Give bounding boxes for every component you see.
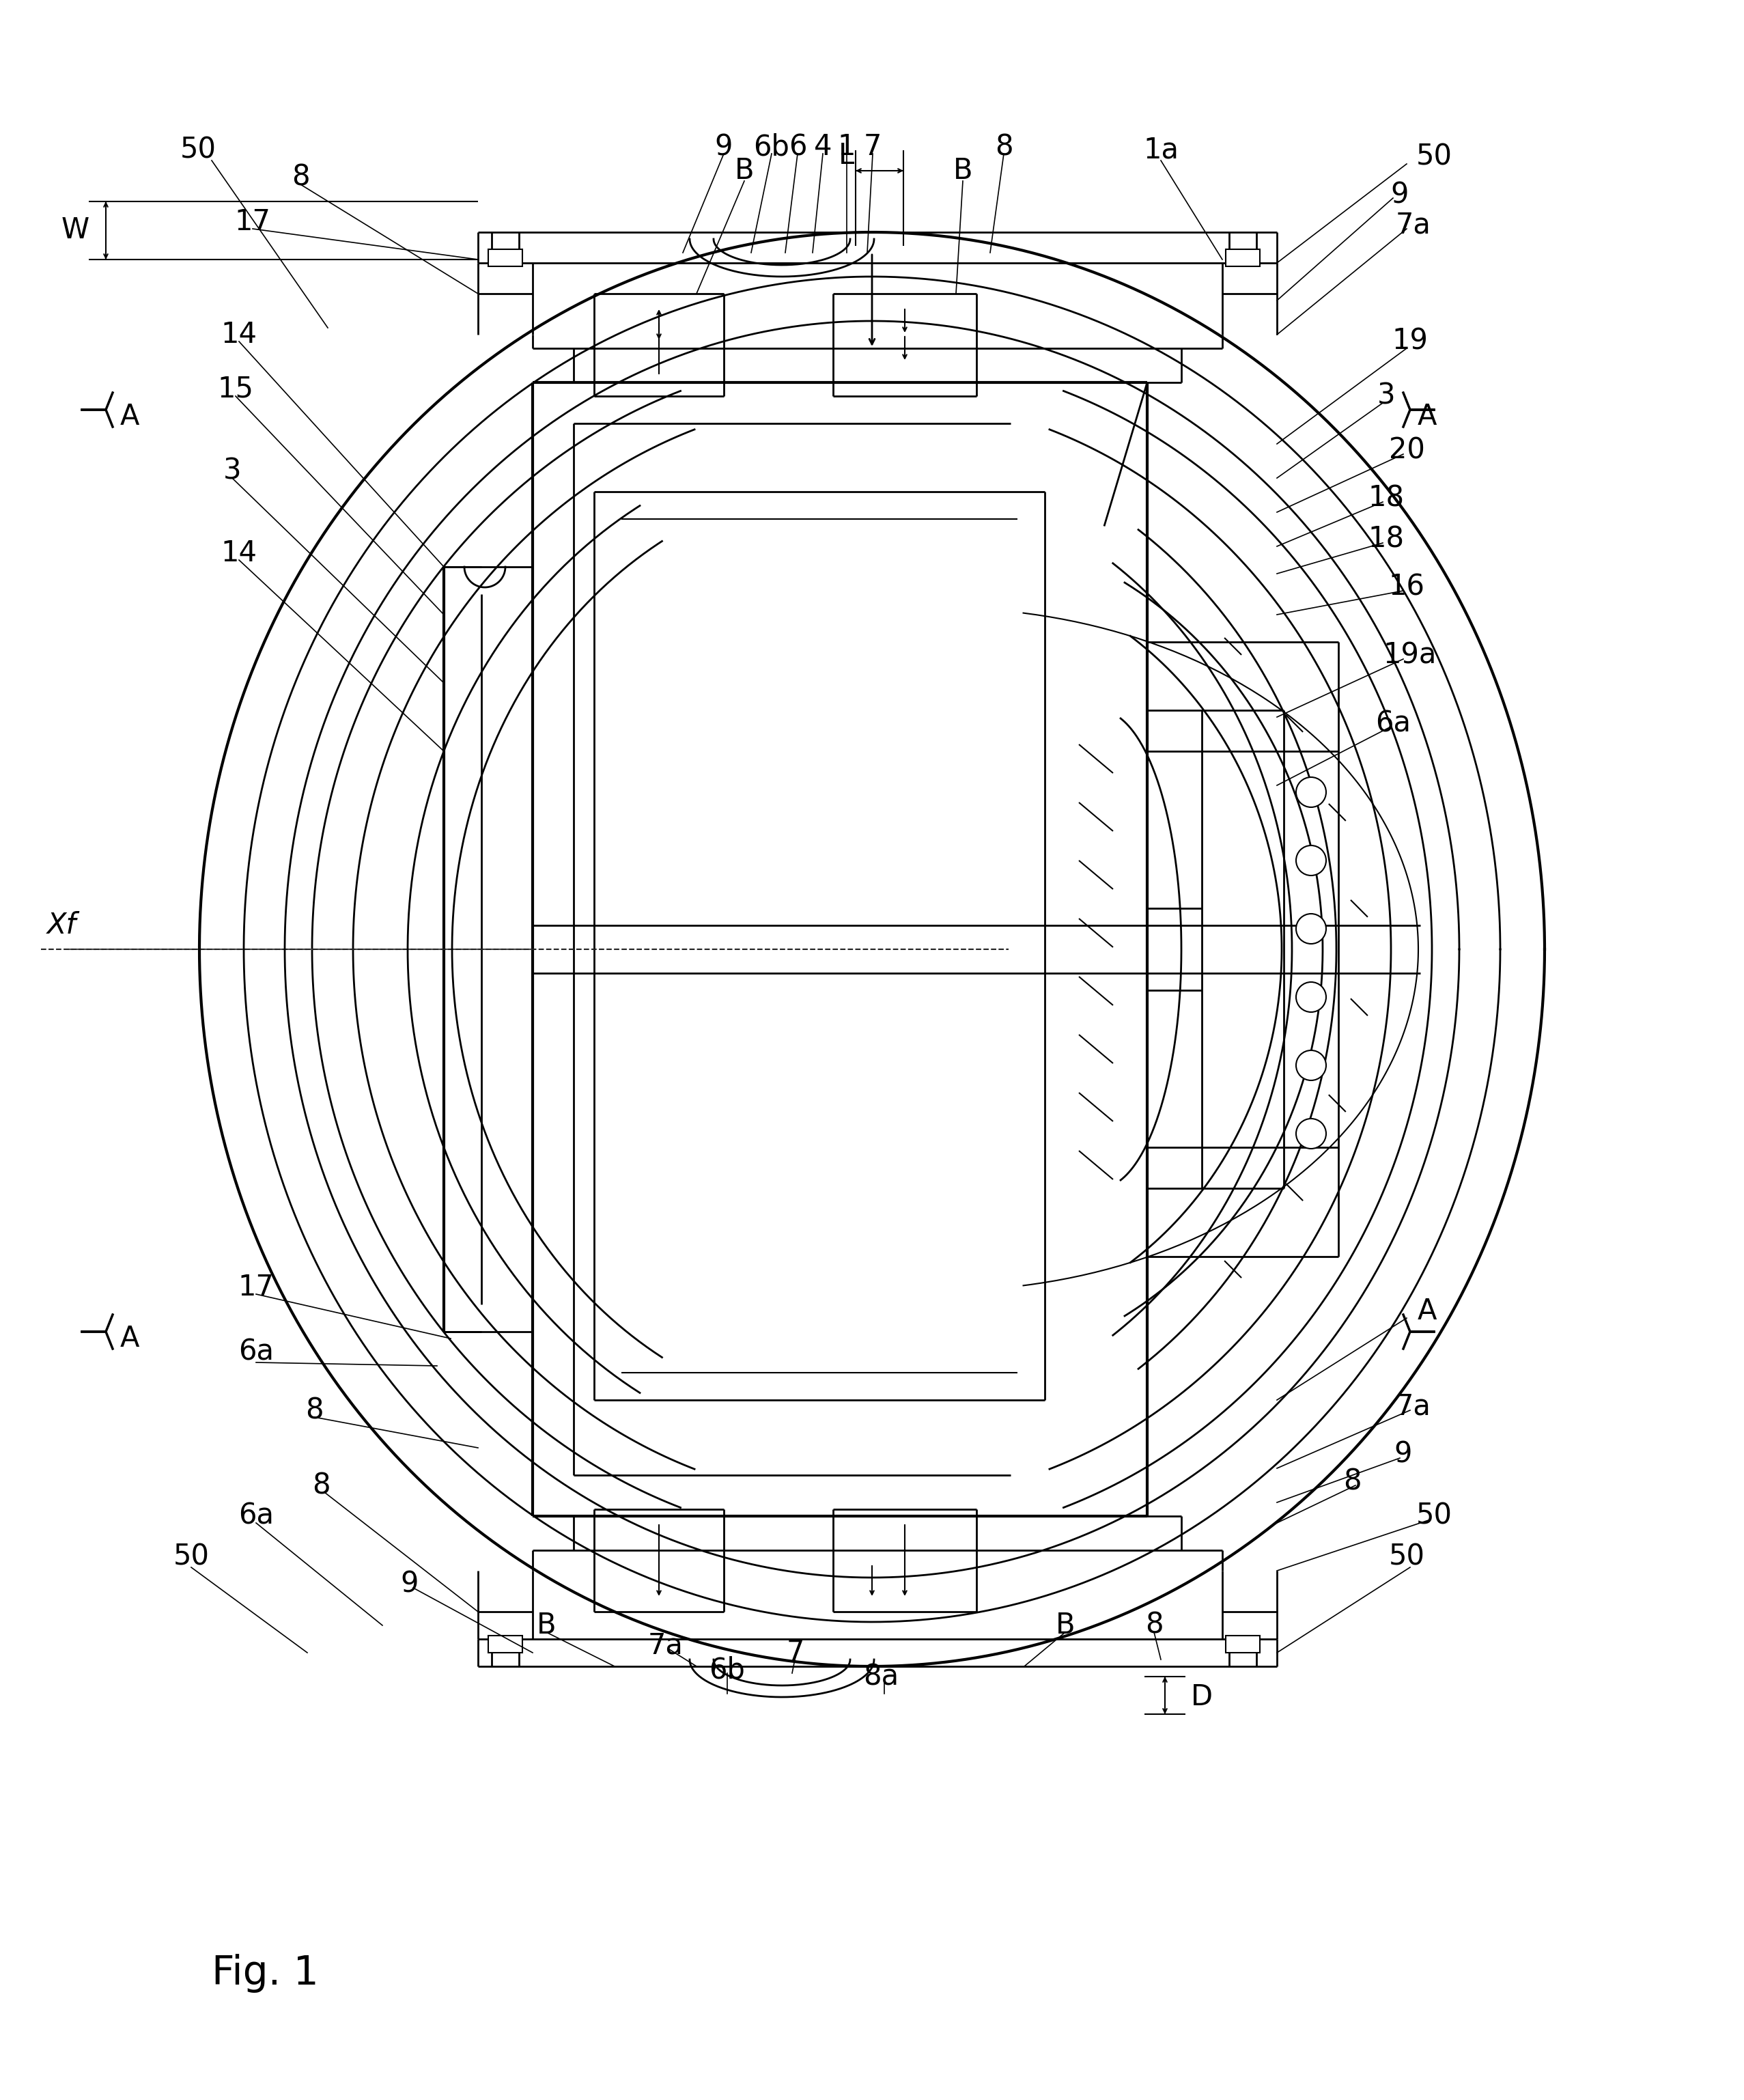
Text: 6: 6 xyxy=(788,132,807,162)
Text: 9: 9 xyxy=(401,1571,419,1598)
Circle shape xyxy=(1296,1050,1325,1079)
Text: 50: 50 xyxy=(180,136,216,164)
Text: B: B xyxy=(734,155,753,185)
Circle shape xyxy=(1296,1119,1325,1149)
Text: 19: 19 xyxy=(1392,328,1428,355)
Text: 15: 15 xyxy=(218,376,253,403)
Text: A: A xyxy=(120,1325,140,1352)
Circle shape xyxy=(1296,983,1325,1012)
Text: 6a: 6a xyxy=(239,1338,274,1367)
Text: 7a: 7a xyxy=(649,1632,684,1661)
Text: 20: 20 xyxy=(1388,437,1425,464)
Text: 50: 50 xyxy=(1388,1544,1425,1571)
Text: Xf: Xf xyxy=(47,911,77,939)
Bar xyxy=(488,1636,523,1653)
Text: W: W xyxy=(61,216,89,244)
Text: 8: 8 xyxy=(1144,1611,1163,1640)
Text: 3: 3 xyxy=(223,458,241,485)
Text: 16: 16 xyxy=(1388,573,1425,603)
Text: 17: 17 xyxy=(237,1273,274,1302)
Text: 1: 1 xyxy=(837,132,856,162)
Text: 8: 8 xyxy=(305,1396,323,1424)
Text: L: L xyxy=(839,141,855,170)
Text: 6a: 6a xyxy=(1376,710,1411,739)
Text: A: A xyxy=(1418,1298,1437,1325)
Text: 14: 14 xyxy=(221,321,256,349)
Text: 1a: 1a xyxy=(1142,136,1179,164)
Text: 7: 7 xyxy=(787,1638,804,1667)
Text: 8: 8 xyxy=(291,164,309,191)
Text: 7a: 7a xyxy=(1395,1392,1432,1422)
Text: A: A xyxy=(1418,403,1437,430)
Text: Fig. 1: Fig. 1 xyxy=(211,1955,319,1993)
Text: 6a: 6a xyxy=(239,1502,274,1531)
Text: 50: 50 xyxy=(173,1544,209,1571)
Text: 18: 18 xyxy=(1367,525,1404,554)
Text: 9: 9 xyxy=(1390,181,1409,210)
Text: 18: 18 xyxy=(1367,485,1404,512)
Text: 17: 17 xyxy=(235,208,270,237)
Text: 8: 8 xyxy=(1343,1468,1360,1497)
Bar xyxy=(1226,1636,1259,1653)
Text: D: D xyxy=(1191,1682,1212,1712)
Text: B: B xyxy=(952,155,973,185)
Circle shape xyxy=(1296,914,1325,943)
Text: 50: 50 xyxy=(1416,1502,1453,1531)
Text: A: A xyxy=(120,403,140,430)
Circle shape xyxy=(1296,777,1325,806)
Text: 6b: 6b xyxy=(710,1655,745,1684)
Text: 7: 7 xyxy=(863,132,882,162)
Text: 8: 8 xyxy=(312,1470,330,1499)
Text: 9: 9 xyxy=(715,132,732,162)
Text: 4: 4 xyxy=(814,132,832,162)
Text: 6b: 6b xyxy=(753,132,790,162)
Text: B: B xyxy=(1055,1611,1074,1640)
Text: 14: 14 xyxy=(221,540,256,567)
Bar xyxy=(1226,250,1259,267)
Text: 19a: 19a xyxy=(1383,640,1437,670)
Text: 8a: 8a xyxy=(863,1663,898,1691)
Text: B: B xyxy=(537,1611,556,1640)
Text: 3: 3 xyxy=(1378,382,1395,410)
Circle shape xyxy=(1296,846,1325,876)
Bar xyxy=(488,250,523,267)
Text: 50: 50 xyxy=(1416,143,1453,172)
Text: 8: 8 xyxy=(994,132,1013,162)
Text: 9: 9 xyxy=(1393,1441,1413,1470)
Text: 7a: 7a xyxy=(1395,210,1432,239)
